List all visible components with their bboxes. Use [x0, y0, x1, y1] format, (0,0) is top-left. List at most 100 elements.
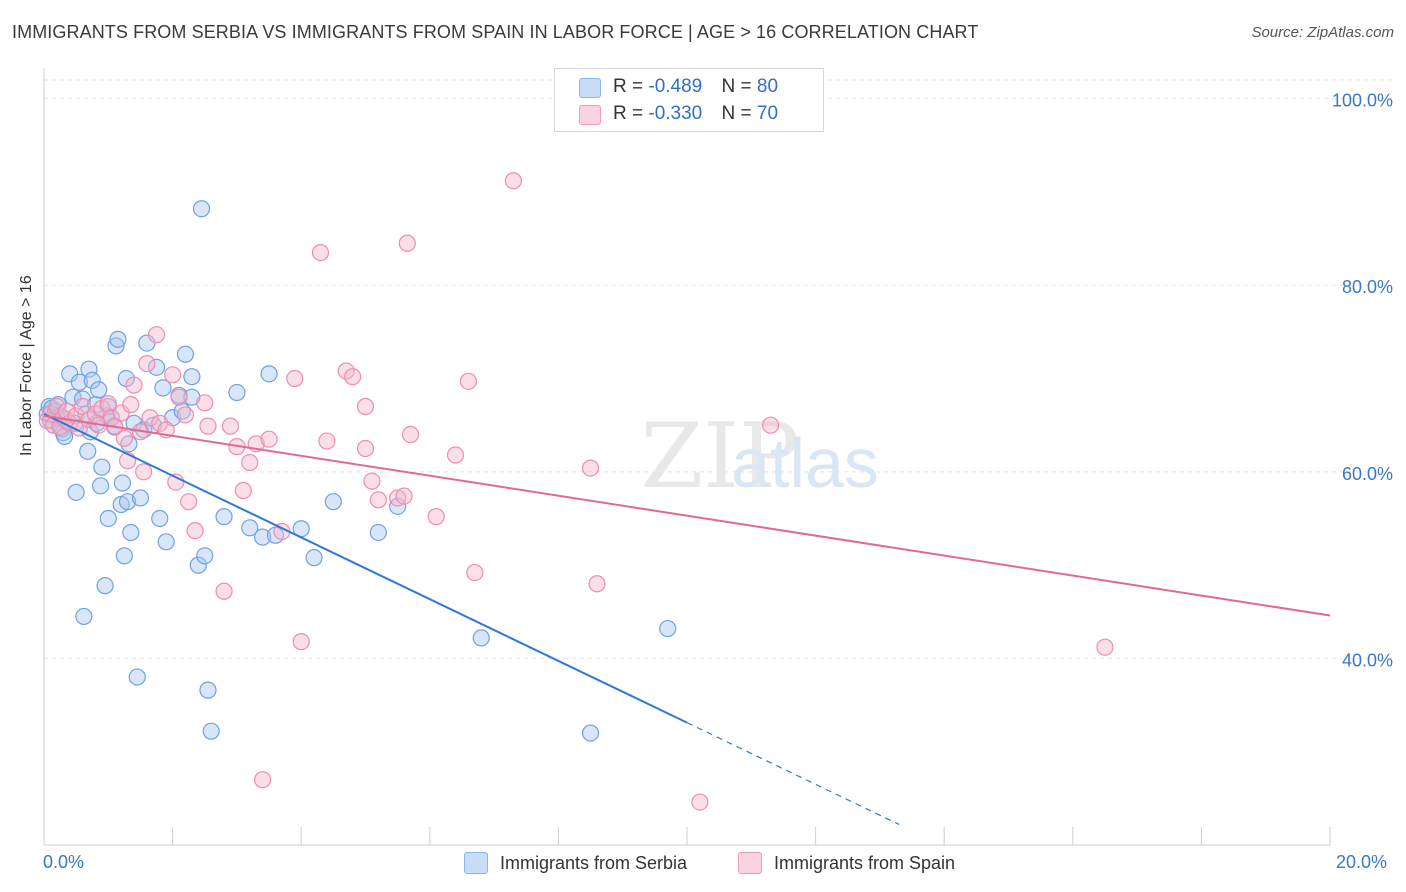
stats-row-spain: R = -0.330 N = 70	[579, 103, 779, 125]
data-point	[199, 417, 217, 435]
data-point	[363, 472, 381, 490]
y-tick-label: 100.0%	[1332, 91, 1393, 111]
data-point	[292, 633, 310, 651]
data-point	[398, 234, 416, 252]
data-point	[311, 243, 330, 262]
data-point	[324, 493, 342, 511]
legend-item-serbia[interactable]: Immigrants from Serbia	[464, 852, 687, 874]
data-point	[80, 360, 98, 378]
data-point	[659, 619, 677, 638]
data-point	[389, 489, 407, 507]
y-tick-label: 60.0%	[1342, 464, 1393, 484]
data-point	[164, 366, 182, 384]
y-tick-labels: 40.0% 60.0% 80.0% 100.0%	[1332, 91, 1393, 671]
legend-item-spain[interactable]: Immigrants from Spain	[738, 852, 955, 874]
data-point	[128, 668, 146, 686]
source-attribution: Source: ZipAtlas.com	[1251, 24, 1394, 41]
data-point	[70, 373, 88, 391]
stats-r-value: -0.489	[648, 76, 703, 97]
data-point	[215, 582, 233, 600]
data-point	[189, 556, 207, 574]
trend-line-spain	[43, 414, 1331, 617]
x-tick-label-min: 0.0%	[43, 852, 85, 872]
data-point	[202, 722, 220, 740]
data-point	[369, 491, 387, 509]
x-tick-label-max: 20.0%	[1336, 852, 1388, 872]
data-point	[369, 523, 387, 542]
stats-n-value: 70	[756, 103, 779, 124]
data-point	[192, 200, 211, 218]
data-point	[260, 430, 278, 448]
trend-lines	[43, 413, 1331, 826]
data-point	[99, 395, 117, 413]
series-spain-points	[38, 172, 1114, 811]
data-point	[504, 172, 522, 190]
data-point	[196, 547, 214, 565]
data-point	[395, 487, 413, 505]
watermark-suffix: atlas	[731, 424, 879, 502]
trend-line-extension	[686, 722, 900, 826]
axes	[43, 68, 1331, 846]
data-point	[691, 793, 709, 811]
data-point	[147, 326, 166, 344]
stats-n-label: N =	[721, 76, 757, 97]
data-point	[91, 477, 110, 495]
data-point	[75, 607, 93, 626]
data-point	[466, 563, 484, 582]
data-point	[196, 394, 214, 412]
data-point	[135, 463, 153, 481]
data-point	[96, 577, 114, 595]
data-point	[221, 417, 240, 435]
data-point	[286, 369, 304, 388]
stats-n-value: 80	[756, 76, 779, 97]
data-point	[761, 416, 780, 434]
stats-r-label: R =	[613, 103, 649, 124]
legend-swatch-serbia	[464, 852, 488, 874]
data-point	[170, 388, 188, 406]
data-point	[356, 439, 375, 458]
data-point	[588, 575, 606, 593]
data-point	[186, 522, 204, 540]
grid-lines	[44, 79, 1392, 659]
data-point	[120, 435, 138, 453]
data-point	[254, 528, 272, 546]
data-point	[67, 483, 85, 501]
data-point	[260, 365, 278, 383]
legend-label-serbia: Immigrants from Serbia	[500, 852, 688, 873]
stats-swatch-serbia	[579, 78, 601, 98]
data-point	[472, 629, 490, 647]
legend-swatch-spain	[738, 852, 762, 874]
data-point	[151, 414, 169, 432]
y-axis-label: In Labor Force | Age > 16	[18, 275, 35, 456]
data-point	[176, 406, 195, 424]
legend-label-spain: Immigrants from Spain	[774, 852, 956, 873]
data-point	[199, 681, 217, 699]
data-point	[122, 396, 140, 414]
data-point	[125, 376, 143, 394]
data-point	[446, 446, 465, 464]
data-point	[93, 458, 111, 476]
data-point	[115, 429, 133, 447]
data-point	[138, 355, 156, 373]
data-point	[459, 372, 477, 390]
data-point	[154, 379, 172, 397]
data-point	[79, 442, 97, 460]
data-point	[581, 459, 600, 477]
data-point	[131, 489, 150, 507]
data-point	[241, 453, 259, 472]
stats-r-value: -0.330	[648, 103, 703, 124]
data-point	[151, 509, 169, 528]
data-point	[183, 368, 201, 386]
stats-row-serbia: R = -0.489 N = 80	[579, 76, 779, 98]
data-point	[90, 381, 108, 399]
data-point	[176, 345, 195, 363]
data-point	[113, 474, 132, 492]
data-point	[356, 397, 375, 416]
watermark: ZIP	[641, 404, 800, 509]
data-point	[234, 481, 252, 500]
data-point	[122, 523, 140, 542]
y-tick-label: 40.0%	[1342, 650, 1393, 670]
series-serbia-points	[38, 200, 677, 742]
stats-box: R = -0.489 N = 80 R = -0.330 N = 70	[554, 68, 824, 132]
